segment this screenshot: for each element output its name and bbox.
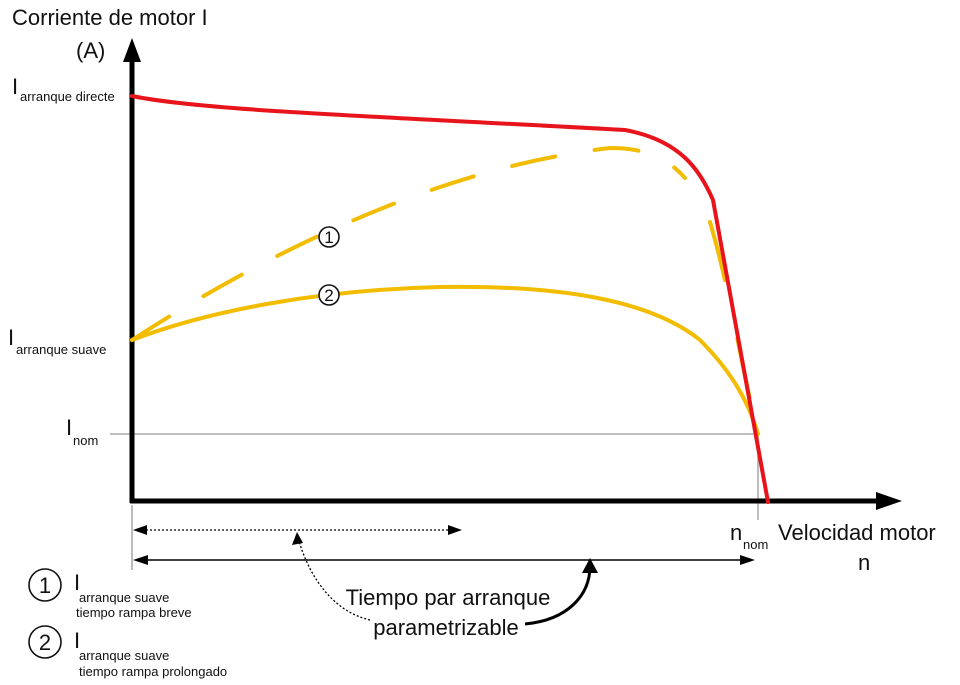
annotation-pointer-long [524,565,592,626]
x-axis-arrow-icon [876,492,902,510]
y-axis-title-line2: (A) [76,38,105,63]
svg-text:tiempo rampa breve: tiempo rampa breve [76,605,192,620]
soft-start-curve-2 [130,284,760,436]
soft-start-curve-1-descent [708,220,760,436]
annotation-pointer-long-arrow-icon [582,558,598,573]
svg-text:arranque suave: arranque suave [16,342,106,357]
svg-text:I: I [12,74,18,99]
x-axis-title-line1: Velocidad motor [778,520,936,545]
svg-text:1: 1 [39,573,51,598]
short-ramp-left-arrow-icon [133,525,147,535]
soft-start-curve-1 [130,145,687,342]
svg-text:2: 2 [324,286,333,305]
annotation-line1: Tiempo par arranque [346,585,551,610]
curve-marker-2: 2 [318,284,340,306]
y-axis-title-line1: Corriente de motor I [12,5,208,30]
svg-text:2: 2 [39,630,51,655]
annotation-line2: parametrizable [373,615,519,640]
svg-text:I: I [66,415,72,440]
legend-item-1: 1 I arranque suave tiempo rampa breve [28,568,192,620]
svg-text:arranque directe: arranque directe [20,89,115,104]
svg-text:n: n [730,520,742,545]
direct-start-current-label: I arranque directe [12,74,115,104]
short-ramp-right-arrow-icon [448,525,462,535]
legend-item-2: 2 I arranque suave tiempo rampa prolonga… [28,625,227,679]
x-axis-title-line2: n [858,550,870,575]
svg-text:arranque suave: arranque suave [79,590,169,605]
long-ramp-left-arrow-icon [133,555,148,565]
soft-start-current-label: I arranque suave [8,325,106,357]
y-axis-arrow-icon [123,38,141,62]
curve-marker-1: 1 [318,226,340,248]
svg-text:nom: nom [73,433,98,448]
svg-text:I: I [74,628,80,653]
direct-start-curve [130,94,770,504]
nominal-current-label: I nom [66,415,98,448]
annotation-pointer-short [297,537,371,621]
svg-text:tiempo rampa prolongado: tiempo rampa prolongado [79,664,227,679]
annotation-pointer-short-arrow-icon [292,532,303,545]
svg-text:I: I [74,570,80,595]
long-ramp-right-arrow-icon [740,555,755,565]
svg-text:1: 1 [324,228,333,247]
svg-text:arranque suave: arranque suave [79,648,169,663]
svg-text:I: I [8,325,14,350]
svg-text:nom: nom [743,537,768,552]
nominal-speed-label: n nom [730,520,768,552]
